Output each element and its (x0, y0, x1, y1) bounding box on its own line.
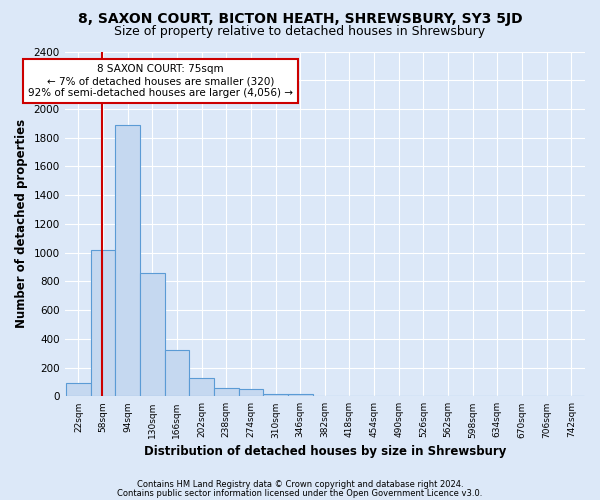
Text: Contains HM Land Registry data © Crown copyright and database right 2024.: Contains HM Land Registry data © Crown c… (137, 480, 463, 489)
Bar (164, 350, 189, 397)
Bar (91, 250, 115, 396)
Bar (115, 125, 140, 396)
Text: Contains public sector information licensed under the Open Government Licence v3: Contains public sector information licen… (118, 488, 482, 498)
Bar (189, 378, 214, 396)
Bar (239, 390, 263, 396)
Bar (66, 382, 91, 396)
Text: Size of property relative to detached houses in Shrewsbury: Size of property relative to detached ho… (115, 25, 485, 38)
Y-axis label: Number of detached properties: Number of detached properties (15, 120, 28, 328)
Text: 8, SAXON COURT, BICTON HEATH, SHREWSBURY, SY3 5JD: 8, SAXON COURT, BICTON HEATH, SHREWSBURY… (77, 12, 523, 26)
Bar (288, 394, 313, 396)
Bar (214, 388, 239, 396)
Bar (263, 394, 288, 396)
X-axis label: Distribution of detached houses by size in Shrewsbury: Distribution of detached houses by size … (143, 444, 506, 458)
Bar (140, 273, 164, 396)
Text: 8 SAXON COURT: 75sqm
← 7% of detached houses are smaller (320)
92% of semi-detac: 8 SAXON COURT: 75sqm ← 7% of detached ho… (28, 64, 293, 98)
